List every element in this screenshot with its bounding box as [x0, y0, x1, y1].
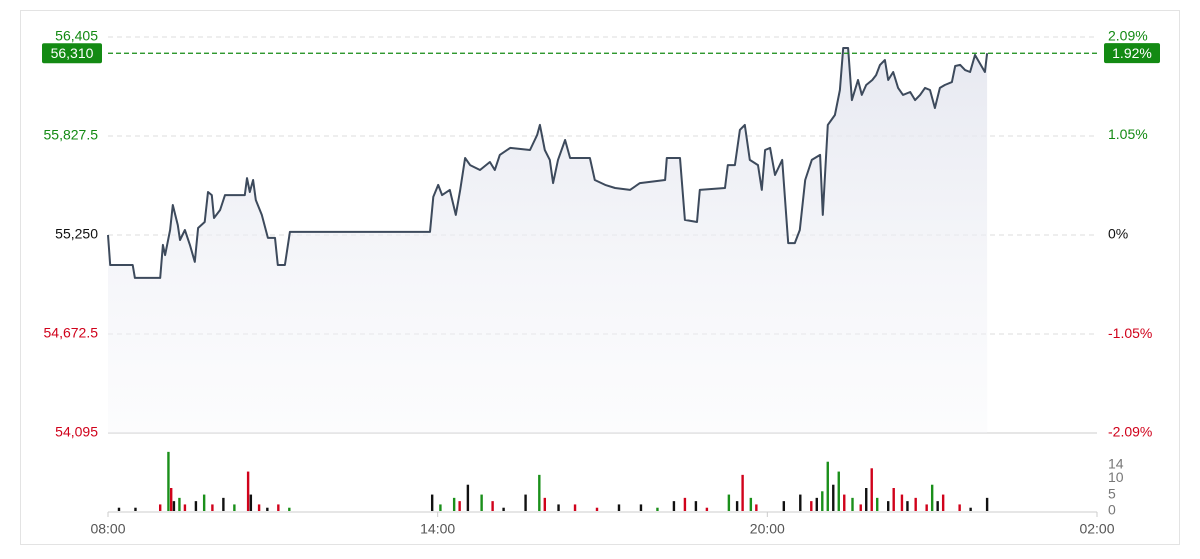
volume-bar: [169, 488, 173, 511]
last-change-label: 1.92%: [1112, 45, 1152, 61]
volume-bar: [851, 497, 854, 511]
volume-bar: [782, 501, 786, 511]
y-tick-label: 54,095: [55, 424, 98, 440]
volume-bar: [172, 501, 176, 511]
volume-bar: [705, 507, 709, 511]
volume-bar: [985, 497, 989, 511]
volume-bar: [167, 451, 170, 511]
volume-bar: [843, 494, 846, 511]
volume-bar: [222, 497, 225, 511]
volume-bar: [826, 461, 829, 511]
volume-bar: [870, 468, 873, 511]
x-tick-label: 20:00: [750, 521, 785, 537]
volume-bar: [694, 501, 698, 511]
volume-bar: [458, 501, 461, 511]
y-tick-label: 14: [1108, 456, 1124, 472]
volume-bar: [288, 507, 291, 511]
y-tick-label: 0: [1108, 502, 1116, 518]
volume-bar: [211, 504, 214, 511]
volume-bar: [810, 501, 813, 511]
volume-bar: [887, 501, 890, 511]
last-price-label: 56,310: [51, 45, 94, 61]
y-tick-label: 5: [1108, 485, 1116, 501]
volume-bar: [246, 471, 250, 511]
volume-bar: [183, 504, 187, 511]
y-tick-label: 54,672.5: [44, 325, 99, 341]
volume-bar: [925, 504, 928, 511]
volume-bar: [557, 504, 560, 511]
volume-bar: [930, 484, 934, 511]
y2-tick-label: 2.09%: [1108, 28, 1148, 44]
volume-bar: [538, 474, 541, 511]
volume-bar: [257, 504, 261, 511]
volume-bar: [656, 507, 659, 511]
y2-tick-label: -2.09%: [1108, 424, 1152, 440]
volume-bar: [491, 501, 494, 511]
volume-bar: [543, 497, 547, 511]
volume-bar: [672, 501, 676, 511]
volume-bar: [202, 494, 206, 511]
volume-bar: [266, 507, 269, 511]
volume-bar: [749, 497, 753, 511]
y-tick-label: 56,405: [55, 28, 98, 44]
last-change-box: [1104, 43, 1160, 64]
volume-bar: [639, 504, 643, 511]
x-tick-label: 14:00: [420, 521, 455, 537]
y2-tick-label: 1.05%: [1108, 126, 1148, 142]
volume-bar: [502, 507, 505, 511]
volume-bar: [936, 501, 939, 511]
x-tick-label: 08:00: [90, 521, 125, 537]
volume-bar: [941, 494, 945, 511]
volume-bar: [233, 504, 236, 511]
area: [108, 48, 988, 433]
y-tick-label: 10: [1108, 469, 1124, 485]
volume-bar: [755, 504, 758, 511]
volume-bar: [277, 504, 280, 511]
volume-bar: [815, 497, 818, 511]
volume-bar: [735, 501, 739, 511]
volume-bar: [595, 507, 599, 511]
last-price-box: [42, 43, 102, 64]
volume-bar: [178, 497, 181, 511]
y2-tick-label: -1.05%: [1108, 325, 1152, 341]
volume-bar: [865, 488, 868, 511]
volume-bar: [117, 507, 121, 511]
volume-bar: [134, 507, 137, 511]
volume-bar: [892, 488, 895, 511]
volume-bar: [683, 497, 687, 511]
volume-bar: [249, 494, 253, 511]
price-line: [107, 47, 989, 279]
volume-bar: [158, 504, 162, 511]
volume-bar: [524, 494, 527, 511]
volume-bar: [439, 504, 442, 511]
volume-bar: [727, 494, 731, 511]
volume-bar: [832, 484, 835, 511]
volume-bar: [617, 504, 621, 511]
volume-bar: [876, 497, 879, 511]
y2-tick-label: 0%: [1108, 226, 1128, 242]
volume-bar: [430, 494, 434, 511]
volume-bar: [837, 471, 840, 511]
volume-bar: [741, 474, 744, 511]
volume-bar: [900, 494, 904, 511]
volume-bar: [914, 497, 917, 511]
volume-bar: [906, 501, 909, 511]
volume-bar: [452, 497, 456, 511]
volume-bar: [480, 494, 483, 511]
volume-bar: [799, 494, 802, 511]
y-tick-label: 55,827.5: [44, 127, 99, 143]
volume-bar: [821, 491, 824, 511]
volume-bar: [466, 484, 470, 511]
volume-bar: [969, 507, 972, 511]
y-tick-label: 55,250: [55, 226, 98, 242]
x-tick-label: 02:00: [1079, 521, 1114, 537]
volume-bar: [958, 504, 961, 511]
volume-bar: [194, 501, 198, 511]
volume-bar: [859, 504, 862, 511]
volume-bar: [573, 504, 577, 511]
